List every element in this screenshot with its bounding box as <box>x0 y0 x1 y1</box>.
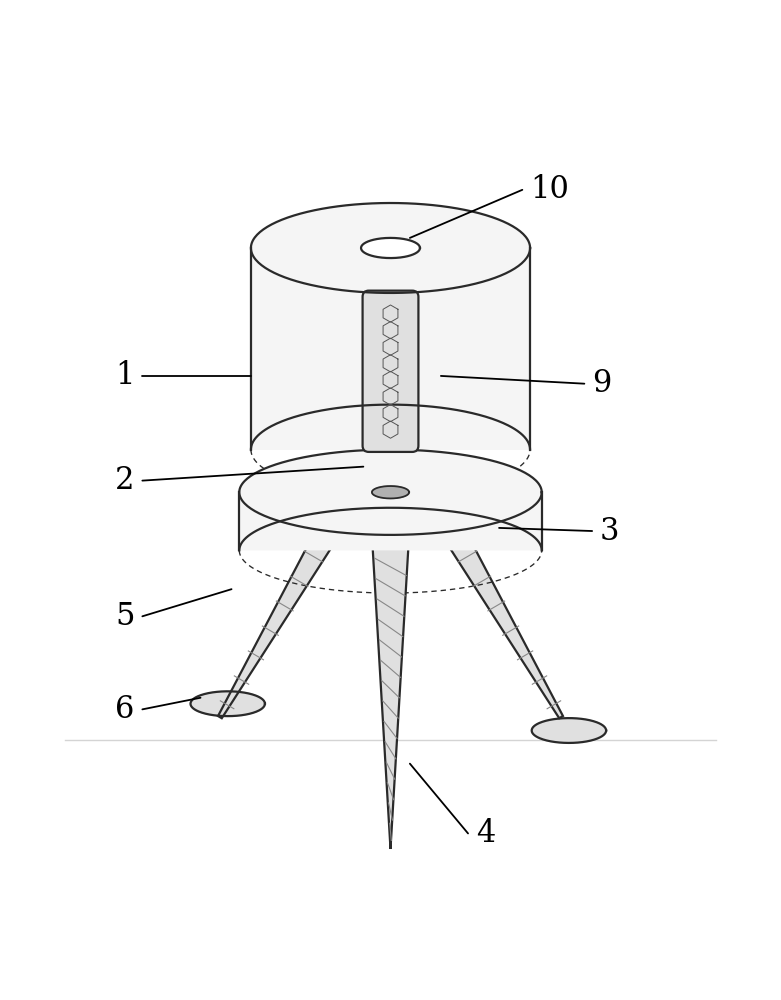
Polygon shape <box>372 486 409 498</box>
Polygon shape <box>451 539 563 718</box>
Text: 9: 9 <box>592 368 612 399</box>
Polygon shape <box>239 508 542 550</box>
Polygon shape <box>373 548 408 849</box>
Text: 6: 6 <box>116 694 134 725</box>
Text: 2: 2 <box>115 465 134 496</box>
Polygon shape <box>239 450 542 535</box>
Polygon shape <box>532 718 606 743</box>
Polygon shape <box>218 539 330 718</box>
Polygon shape <box>251 203 530 293</box>
Text: 5: 5 <box>115 601 134 632</box>
Text: 10: 10 <box>530 174 569 205</box>
Text: 3: 3 <box>600 516 619 547</box>
Polygon shape <box>251 405 530 450</box>
Text: 4: 4 <box>476 818 495 849</box>
Text: 1: 1 <box>115 360 134 391</box>
Polygon shape <box>191 691 265 716</box>
FancyBboxPatch shape <box>362 291 419 452</box>
Polygon shape <box>239 492 542 550</box>
Polygon shape <box>361 238 420 258</box>
Polygon shape <box>376 450 405 492</box>
Polygon shape <box>251 248 530 450</box>
